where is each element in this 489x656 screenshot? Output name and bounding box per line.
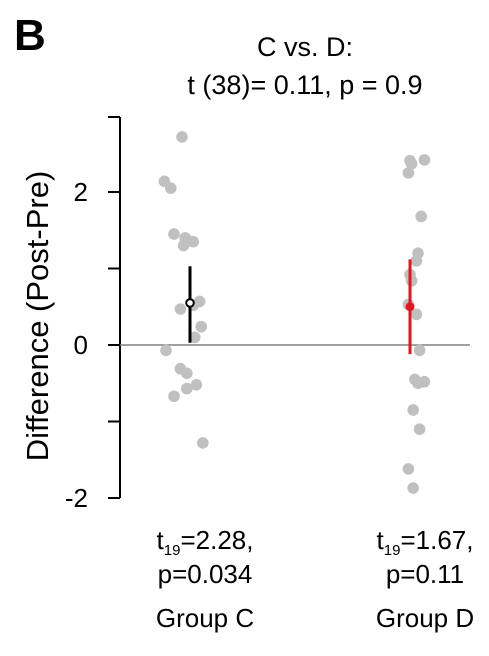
- data-point: [410, 255, 423, 267]
- data-point: [407, 482, 420, 494]
- y-tick-label: 2: [74, 177, 88, 207]
- data-point: [181, 367, 193, 380]
- y-tick-label: -2: [65, 483, 88, 513]
- data-point: [405, 274, 418, 287]
- data-point: [181, 382, 193, 395]
- y-axis: -2 0 2: [65, 116, 121, 513]
- data-point: [407, 404, 420, 416]
- group-stat-p: p=0.11: [386, 559, 464, 589]
- data-point: [418, 154, 431, 166]
- data-point: [413, 344, 426, 357]
- data-point: [195, 320, 207, 333]
- data-point: [160, 344, 172, 357]
- data-point: [177, 239, 190, 252]
- data-point: [197, 437, 209, 449]
- data-point: [410, 308, 423, 321]
- y-tick-label: 0: [74, 330, 88, 360]
- group-labels: t19=2.28,p=0.034 Group C t19=1.67,p=0.11 Gr…: [156, 525, 474, 633]
- data-point: [190, 378, 203, 391]
- data-point: [402, 463, 415, 475]
- data-point: [415, 210, 428, 223]
- mean-markers: [185, 259, 415, 355]
- y-axis-label: Difference (Post-Pre): [20, 171, 55, 462]
- data-point: [174, 303, 187, 315]
- group-stat-t: t19=1.67,: [377, 525, 474, 559]
- data-point: [165, 182, 177, 194]
- mean-marker: [405, 302, 415, 312]
- data-point: [189, 331, 201, 344]
- data-point: [168, 390, 180, 403]
- group-stat-p: p=0.034: [158, 559, 253, 589]
- group-name: Group C: [156, 603, 254, 633]
- data-point: [187, 235, 199, 248]
- mean-marker: [185, 298, 195, 308]
- data-point: [413, 423, 426, 435]
- data-point: [412, 377, 424, 390]
- group-name: Group D: [376, 603, 474, 633]
- data-point: [405, 157, 418, 170]
- chart-subtitle: t (38)= 0.11, p = 0.9: [187, 70, 422, 100]
- data-point: [176, 131, 188, 143]
- chart-title: C vs. D:: [257, 32, 353, 62]
- data-point: [402, 167, 415, 179]
- group-stat-t: t19=2.28,: [157, 525, 254, 559]
- data-point: [168, 228, 180, 240]
- data-points: [158, 131, 431, 494]
- panel-label: B: [14, 11, 46, 60]
